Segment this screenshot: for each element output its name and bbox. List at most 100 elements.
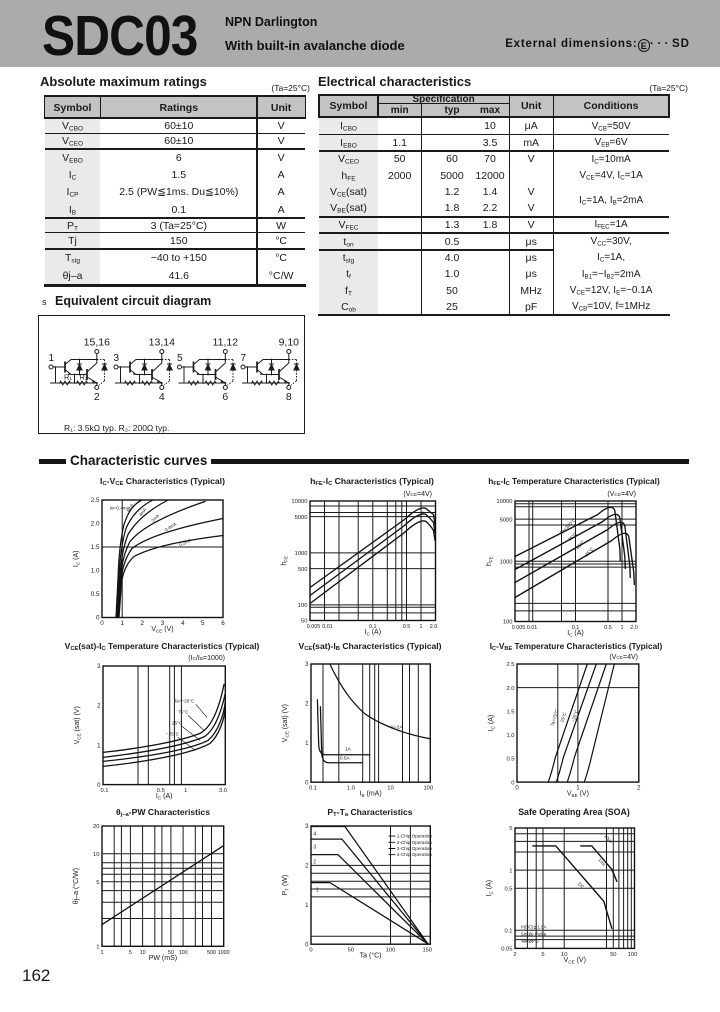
svg-text:0.1: 0.1: [572, 625, 580, 631]
svg-text:2-Chip Operation: 2-Chip Operation: [397, 840, 432, 845]
svg-text:4: 4: [159, 391, 165, 403]
svg-text:PT (W): PT (W): [282, 875, 290, 896]
svg-text:0: 0: [511, 780, 514, 786]
svg-text:0.1: 0.1: [505, 928, 513, 934]
svg-text:11,12: 11,12: [213, 337, 239, 349]
svg-text:150: 150: [423, 948, 433, 954]
svg-text:5000: 5000: [500, 517, 513, 523]
svg-text:IC (A): IC (A): [567, 630, 584, 638]
svg-text:1: 1: [621, 625, 624, 631]
svg-text:θj–a (°C/W): θj–a (°C/W): [72, 868, 80, 904]
svg-text:0.1: 0.1: [100, 788, 108, 794]
svg-text:1: 1: [305, 903, 309, 909]
svg-text:3: 3: [305, 825, 309, 831]
svg-text:Single Pulse: Single Pulse: [521, 931, 547, 936]
svg-text:25°C: 25°C: [172, 720, 183, 725]
svg-text:500: 500: [207, 950, 216, 956]
svg-text:15,16: 15,16: [84, 337, 110, 349]
svg-text:1: 1: [184, 788, 187, 794]
svg-text:5000: 5000: [294, 514, 307, 520]
svg-text:3-Chip Operation: 3-Chip Operation: [397, 846, 432, 851]
svg-text:R₁: R₁: [64, 373, 72, 382]
svg-text:5: 5: [201, 620, 205, 627]
svg-text:50: 50: [301, 618, 307, 624]
svg-text:1000: 1000: [218, 950, 230, 956]
svg-text:Ta=25°C: Ta=25°C: [521, 938, 540, 943]
svg-text:1.5: 1.5: [506, 709, 514, 715]
svg-text:2: 2: [141, 620, 145, 627]
svg-text:5: 5: [509, 826, 512, 832]
svg-text:2: 2: [305, 864, 309, 870]
svg-text:4mA: 4mA: [138, 506, 148, 516]
svg-text:100: 100: [503, 619, 513, 625]
svg-text:25°C: 25°C: [559, 710, 567, 722]
svg-text:100: 100: [179, 950, 188, 956]
svg-text:0: 0: [305, 781, 309, 787]
svg-text:0: 0: [96, 614, 100, 621]
svg-text:1: 1: [97, 743, 101, 749]
svg-text:3: 3: [161, 620, 165, 627]
svg-text:3.0: 3.0: [219, 788, 227, 794]
svg-text:Ta=−25°C: Ta=−25°C: [174, 698, 195, 703]
svg-text:IC (A): IC (A): [488, 714, 496, 731]
svg-text:6: 6: [221, 620, 225, 627]
svg-text:2.0: 2.0: [630, 625, 638, 631]
svg-text:4: 4: [181, 620, 185, 627]
svg-text:R₂: R₂: [80, 373, 88, 382]
svg-text:1.0: 1.0: [347, 786, 355, 792]
svg-text:Ta (°C): Ta (°C): [360, 952, 382, 960]
svg-text:8mA: 8mA: [126, 502, 135, 512]
svg-text:0.4mA: 0.4mA: [164, 521, 177, 532]
svg-text:5: 5: [542, 952, 545, 958]
svg-text:2.5: 2.5: [506, 662, 514, 668]
svg-text:50: 50: [168, 950, 174, 956]
svg-text:1A: 1A: [345, 747, 352, 753]
svg-text:0.01: 0.01: [527, 625, 538, 631]
svg-text:4-Chip Operation: 4-Chip Operation: [397, 853, 432, 858]
svg-text:0.005: 0.005: [512, 625, 526, 631]
svg-text:50: 50: [610, 952, 616, 958]
svg-text:0: 0: [305, 943, 309, 949]
svg-text:IC (A): IC (A): [156, 793, 173, 801]
svg-text:10: 10: [561, 952, 567, 958]
svg-text:0: 0: [309, 948, 312, 954]
svg-text:0.5: 0.5: [402, 624, 410, 630]
svg-text:VCE (V): VCE (V): [564, 957, 586, 965]
svg-text:0: 0: [515, 785, 519, 791]
svg-text:1-Chip Operation: 1-Chip Operation: [397, 834, 432, 839]
svg-text:IC (A): IC (A): [73, 550, 81, 567]
svg-text:3: 3: [97, 664, 101, 670]
svg-text:13,14: 13,14: [149, 337, 175, 349]
svg-text:100: 100: [424, 786, 434, 792]
svg-text:0.1: 0.1: [309, 786, 317, 792]
svg-text:10: 10: [140, 950, 146, 956]
svg-text:1.5: 1.5: [91, 544, 100, 551]
svg-text:VBE (V): VBE (V): [567, 790, 589, 798]
svg-text:VCE (sat) (V): VCE (sat) (V): [282, 704, 290, 742]
svg-text:500: 500: [297, 566, 307, 572]
svg-text:0: 0: [100, 620, 104, 627]
svg-text:1000: 1000: [294, 551, 307, 557]
svg-text:1: 1: [419, 624, 422, 630]
svg-text:10000: 10000: [497, 499, 513, 505]
svg-text:2mA: 2mA: [150, 513, 160, 523]
svg-text:1: 1: [576, 785, 580, 791]
svg-text:8: 8: [286, 391, 292, 403]
svg-text:Iᶜ=2A: Iᶜ=2A: [391, 725, 403, 731]
svg-text:0.5: 0.5: [91, 591, 100, 598]
svg-text:IB (mA): IB (mA): [360, 791, 382, 799]
svg-text:×: ×: [421, 510, 424, 516]
svg-text:2: 2: [637, 785, 641, 791]
svg-text:R₁: 3.5kΩ typ. R₂: 200Ω typ.: R₁: 3.5kΩ typ. R₂: 200Ω typ.: [64, 423, 169, 433]
svg-text:−25°C: −25°C: [166, 731, 180, 736]
svg-text:1ms: 1ms: [597, 857, 607, 867]
svg-text:9,10: 9,10: [279, 337, 300, 349]
svg-text:hFE: hFE: [486, 556, 494, 566]
svg-text:3: 3: [305, 662, 309, 668]
svg-text:50: 50: [348, 948, 354, 954]
svg-text:1: 1: [101, 950, 104, 956]
svg-text:0.005: 0.005: [306, 624, 320, 630]
svg-text:−25°C: −25°C: [570, 708, 579, 722]
svg-text:hFE: hFE: [281, 555, 289, 565]
svg-text:0.5: 0.5: [506, 756, 514, 762]
